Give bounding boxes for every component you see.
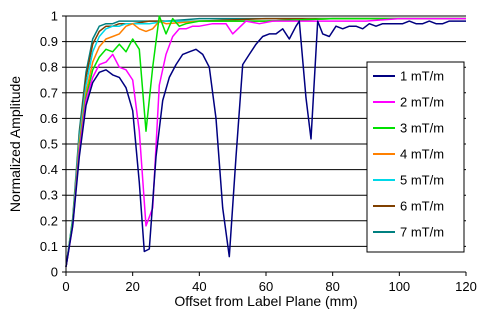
y-tick-label-5: 0.5 <box>40 137 58 152</box>
x-tick-label-0: 0 <box>62 279 69 294</box>
axes <box>62 15 467 276</box>
series-line-0 <box>65 20 466 268</box>
legend-label-5: 6 mT/m <box>400 199 444 214</box>
legend-label-1: 2 mT/m <box>400 95 444 110</box>
x-tick-label-3: 60 <box>259 279 273 294</box>
tick-labels: 0 0.1 0.2 0.3 0.4 0.5 0.6 0.7 0.8 0.9 1 0 20 40 60 80 10… <box>40 9 477 295</box>
y-tick-label-4: 0.4 <box>40 162 58 177</box>
x-tick-label-2: 40 <box>192 279 206 294</box>
x-tick-label-5: 100 <box>388 279 410 294</box>
legend: 1 mT/m 2 mT/m 3 mT/m 4 mT/m 5 mT/m 6 mT/m 7 mT… <box>366 61 465 253</box>
legend-label-4: 5 mT/m <box>400 173 444 188</box>
series-line-2 <box>65 15 466 268</box>
y-tick-label-1: 0.1 <box>40 239 58 254</box>
y-tick-label-10: 1 <box>51 9 58 24</box>
y-tick-label-3: 0.3 <box>40 188 58 203</box>
x-tick-label-1: 20 <box>125 279 139 294</box>
y-tick-label-6: 0.6 <box>40 111 58 126</box>
legend-label-6: 7 mT/m <box>400 225 444 240</box>
series-line-5 <box>65 17 466 268</box>
y-tick-label-2: 0.2 <box>40 213 58 228</box>
x-tick-label-6: 120 <box>455 279 477 294</box>
y-tick-label-0: 0 <box>51 265 58 280</box>
series-line-1 <box>65 17 466 268</box>
x-tick-label-4: 80 <box>325 279 339 294</box>
y-tick-label-7: 0.7 <box>40 85 58 100</box>
y-axis-label: Normalized Amplitude <box>7 76 23 212</box>
series-lines <box>65 15 466 268</box>
y-tick-label-8: 0.8 <box>40 60 58 75</box>
y-tick-label-9: 0.9 <box>40 34 58 49</box>
x-axis-label: Offset from Label Plane (mm) <box>174 293 357 309</box>
legend-label-3: 4 mT/m <box>400 147 444 162</box>
legend-label-2: 3 mT/m <box>400 121 444 136</box>
legend-label-0: 1 mT/m <box>400 69 444 84</box>
legend-box <box>366 61 465 253</box>
